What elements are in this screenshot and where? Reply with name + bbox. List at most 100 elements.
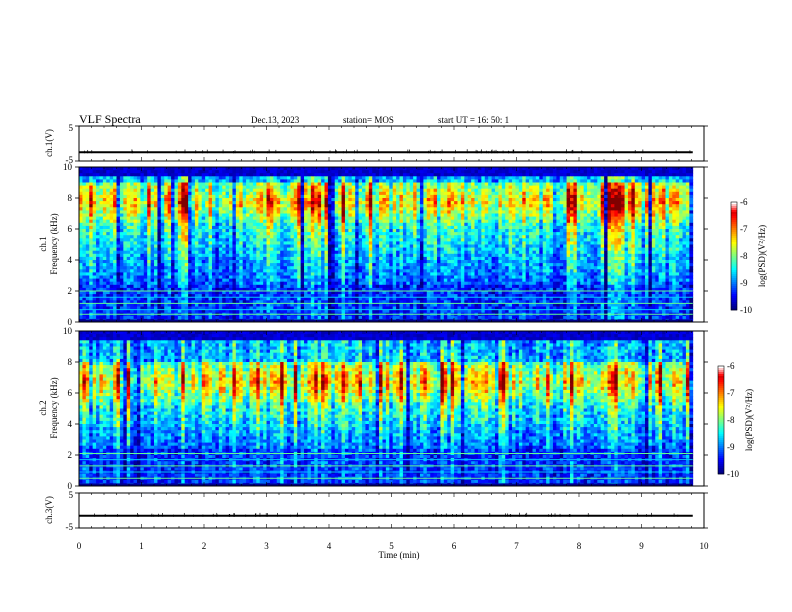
ch1-spectrogram-cell bbox=[610, 182, 615, 186]
ch1-spectrogram-cell bbox=[229, 216, 233, 221]
ch1-spectrogram-cell bbox=[290, 185, 295, 190]
ch1-spectrogram-cell bbox=[525, 194, 530, 199]
ch1-spectrogram-cell bbox=[648, 232, 653, 236]
ch1-spectrogram-cell bbox=[116, 201, 121, 205]
ch1-spectrogram-cell bbox=[471, 194, 475, 199]
ch1-spectrogram-cell bbox=[177, 170, 182, 174]
ch1-spectrogram-cell bbox=[362, 207, 366, 211]
ch1-spectrogram-cell bbox=[106, 241, 111, 245]
ch1-spectrogram-cell bbox=[440, 207, 445, 211]
ch1-spectrogram-cell bbox=[174, 188, 179, 193]
ch1-spectrogram-cell bbox=[208, 238, 213, 242]
ch1-spectrogram-cell bbox=[518, 216, 523, 221]
ch1-spectrogram-cell bbox=[344, 232, 349, 236]
ch1-spectrogram-cell bbox=[460, 191, 465, 196]
ch1-spectrogram-cell bbox=[341, 182, 346, 186]
ch1-spectrogram-cell bbox=[344, 210, 349, 214]
ch1-spectrogram-cell bbox=[324, 229, 329, 233]
ch1-spectrogram-cell bbox=[256, 185, 261, 190]
ch1-spectrogram-cell bbox=[89, 179, 94, 183]
ch1-spectrogram-cell bbox=[164, 188, 169, 193]
ch1-spectrogram-cell bbox=[542, 191, 547, 196]
ch1-spectrogram-cell bbox=[426, 167, 431, 171]
ch1-spectrogram-cell bbox=[113, 207, 117, 211]
ch1-spectrogram-cell bbox=[276, 244, 281, 248]
ch1-spectrogram-cell bbox=[627, 194, 632, 199]
ch1-spectrogram-cell bbox=[321, 229, 325, 233]
ch1-spectrogram-cell bbox=[440, 210, 445, 214]
ch1-spectrogram-cell bbox=[587, 182, 591, 186]
ch1-spectrogram-cell bbox=[529, 188, 533, 193]
ch1-spectrogram-cell bbox=[198, 182, 203, 186]
ch1-spectrogram-cell bbox=[215, 247, 220, 252]
ch1-spectrogram-cell bbox=[648, 207, 653, 211]
ch1-spectrogram-cell bbox=[396, 207, 400, 211]
ch1-spectrogram-cell bbox=[624, 191, 629, 196]
ch1-spectrogram-cell bbox=[515, 247, 520, 252]
ch1-spectrogram-cell bbox=[570, 191, 574, 196]
ch1-spectrogram-cell bbox=[416, 182, 421, 186]
ch1-spectrogram-cell bbox=[167, 179, 172, 183]
ch1-spectrogram-cell bbox=[263, 235, 267, 239]
ch1-spectrogram-cell bbox=[355, 182, 359, 186]
ch1-spectrogram-cell bbox=[321, 182, 325, 186]
ch1-spectrogram-cell bbox=[293, 194, 298, 199]
ch1-spectrogram-cell bbox=[406, 229, 411, 233]
ch1-spectrogram-cell bbox=[372, 244, 377, 248]
ch1-spectrogram-cell bbox=[136, 194, 141, 199]
ch1-spectrogram-cell bbox=[597, 219, 602, 224]
ch1-spectrogram-cell bbox=[559, 229, 564, 233]
ch1-spectrogram-cell bbox=[607, 191, 612, 196]
ch1-spectrogram-cell bbox=[355, 201, 359, 205]
ch1-spectrogram-cell bbox=[96, 225, 100, 230]
ch1-spectrogram-cell bbox=[150, 210, 155, 214]
ch1-spectrogram-cell bbox=[372, 185, 377, 190]
ch1-spectrogram-cell bbox=[668, 170, 673, 174]
ch1-spectrogram-cell bbox=[379, 238, 383, 242]
ch1-spectrogram-cell bbox=[539, 179, 544, 183]
ch1-spectrogram-cell bbox=[310, 188, 315, 193]
ch1-spectrogram-cell bbox=[563, 198, 567, 202]
ch1-ytick-top: 5 bbox=[69, 123, 74, 133]
ch1-spectrogram-cell bbox=[92, 198, 97, 202]
ch1-spectrogram-cell bbox=[522, 167, 527, 171]
ch1-spectrogram-cell bbox=[143, 232, 148, 236]
ch1-spectrogram-cell bbox=[331, 194, 336, 199]
ch1-spectrogram-cell bbox=[273, 247, 278, 252]
ch1-spectrogram-cell bbox=[222, 225, 227, 230]
ch1-spectrogram-cell bbox=[645, 182, 649, 186]
ch1-spectrogram-cell bbox=[225, 182, 230, 186]
ch1-spectrogram-cell bbox=[501, 232, 506, 236]
ch1-spectrogram-cell bbox=[498, 176, 503, 180]
ch1-spectrogram-cell bbox=[658, 182, 663, 186]
ch1-spectrogram-cell bbox=[665, 235, 670, 239]
ch1-spectrogram-cell bbox=[583, 222, 588, 227]
ch1-spectrogram-cell bbox=[198, 179, 203, 183]
ch1-spectrogram-cell bbox=[682, 194, 687, 199]
ch1-spectrogram-cell bbox=[488, 167, 492, 171]
ch1-spectrogram-cell bbox=[685, 213, 690, 217]
ch1-spectrogram-cell bbox=[331, 191, 336, 196]
ch1-spectrogram-cell bbox=[580, 213, 585, 217]
ch1-spectrogram-cell bbox=[494, 167, 499, 171]
ch1-spectrogram-cell bbox=[604, 167, 608, 171]
ch1-spectrogram-cell bbox=[675, 232, 680, 236]
ch1-spectrogram-cell bbox=[621, 204, 625, 208]
ch1-spectrogram-cell bbox=[372, 235, 377, 239]
ch1-spectrogram-cell bbox=[426, 225, 431, 230]
ch1-spectrogram-cell bbox=[399, 229, 404, 233]
ch1-spectrogram-cell bbox=[604, 188, 608, 193]
ch1-spectrogram-cell bbox=[552, 229, 557, 233]
ch1-spectrogram-cell bbox=[252, 238, 257, 242]
ch1-spectrogram-cell bbox=[171, 179, 175, 183]
ch1-spectrogram-cell bbox=[252, 191, 257, 196]
ch1-spectrogram-cell bbox=[290, 238, 295, 242]
ch1-spectrogram-cell bbox=[614, 244, 619, 248]
ch1-spectrogram-cell bbox=[300, 244, 305, 248]
ch1-spectrogram-cell bbox=[191, 225, 196, 230]
ch1-spectrogram-cell bbox=[201, 229, 206, 233]
ch1-spectrogram-cell bbox=[297, 188, 302, 193]
ch1-spectrogram-cell bbox=[416, 244, 421, 248]
ch1-spectrogram-cell bbox=[406, 204, 411, 208]
ch1-spectrogram-cell bbox=[443, 194, 448, 199]
